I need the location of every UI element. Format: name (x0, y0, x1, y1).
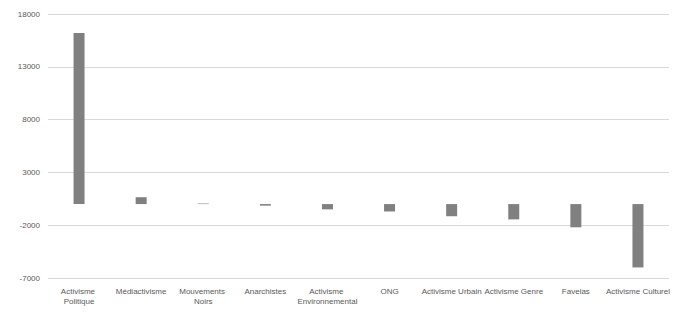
svg-text:-2000: -2000 (20, 221, 41, 230)
svg-text:Environnemental: Environnemental (297, 297, 357, 306)
svg-text:ONG: ONG (380, 287, 398, 296)
svg-text:Activisme Urbain: Activisme Urbain (422, 287, 482, 296)
svg-text:Politique: Politique (64, 297, 95, 306)
svg-text:Favelas: Favelas (562, 287, 590, 296)
svg-text:3000: 3000 (22, 168, 40, 177)
svg-text:Activisme: Activisme (309, 287, 345, 296)
svg-text:Activisme Culturel: Activisme Culturel (606, 287, 670, 296)
svg-text:Anarchistes: Anarchistes (244, 287, 286, 296)
svg-text:Activisme: Activisme (61, 287, 97, 296)
svg-text:Médiactivisme: Médiactivisme (116, 287, 167, 296)
svg-text:Noirs: Noirs (194, 297, 213, 306)
svg-text:18000: 18000 (18, 10, 41, 19)
svg-text:Mouvements: Mouvements (179, 287, 227, 296)
svg-text:-7000: -7000 (20, 274, 41, 283)
svg-text:Activisme Genre: Activisme Genre (484, 287, 543, 296)
svg-text:13000: 13000 (18, 62, 41, 71)
svg-text:8000: 8000 (22, 115, 40, 124)
